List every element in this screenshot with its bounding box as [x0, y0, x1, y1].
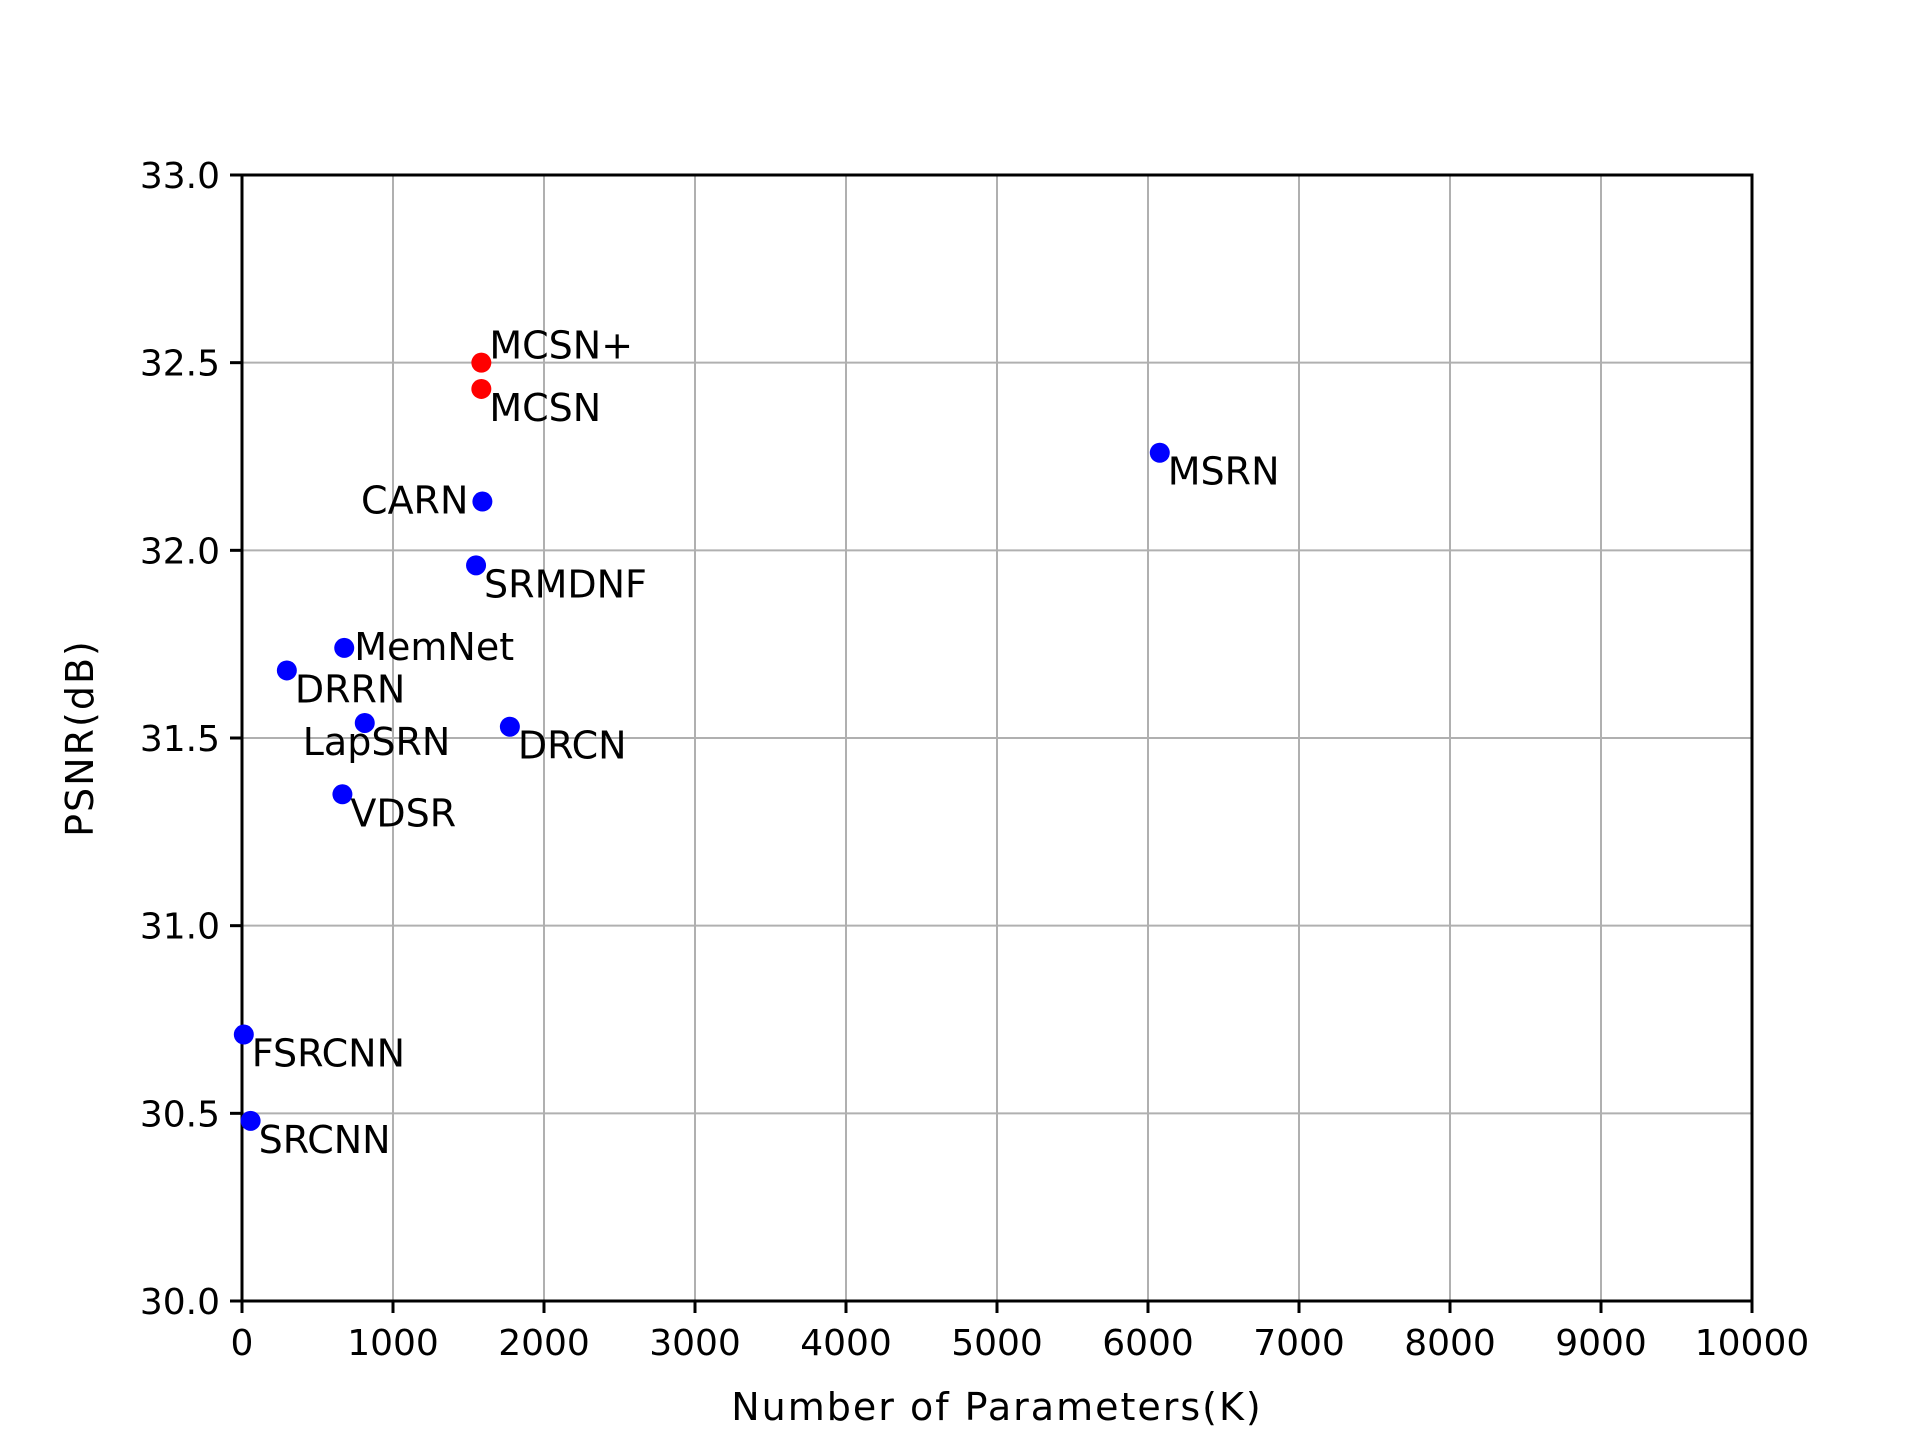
data-point — [240, 1110, 261, 1131]
data-point — [233, 1024, 254, 1045]
x-tick-label: 7000 — [1253, 1323, 1345, 1364]
data-point-label: MCSN+ — [489, 324, 633, 368]
y-tick-label: 31.5 — [140, 719, 220, 760]
data-point — [334, 637, 355, 658]
x-tick-label: 10000 — [1695, 1323, 1810, 1364]
x-axis-title: Number of Parameters(K) — [731, 1385, 1263, 1429]
y-tick-label: 32.0 — [140, 531, 220, 572]
y-tick-label: 30.0 — [140, 1282, 220, 1323]
data-point-label: MemNet — [354, 625, 514, 669]
data-point — [276, 660, 297, 681]
tick-layer: 0 1000 2000 3000 4000 5000 6000 7000 8000 9000 100… — [140, 156, 1809, 1364]
data-point — [471, 352, 492, 373]
data-point-label: SRCNN — [259, 1118, 391, 1162]
x-tick-label: 4000 — [800, 1323, 892, 1364]
data-point — [354, 712, 375, 733]
y-tick-label: 30.5 — [140, 1094, 220, 1135]
x-tick-label: 5000 — [951, 1323, 1043, 1364]
y-axis-title: PSNR(dB) — [58, 639, 102, 837]
data-point-label: CARN — [361, 479, 468, 523]
y-tick-label: 31.0 — [140, 907, 220, 948]
data-point-label: DRRN — [295, 667, 406, 711]
grid-layer — [241, 174, 1753, 1302]
x-tick-label: 0 — [231, 1323, 254, 1364]
y-tick-label: 32.5 — [140, 344, 220, 385]
data-point-label: DRCN — [518, 724, 627, 768]
x-tick-label: 2000 — [498, 1323, 590, 1364]
x-tick-label: 8000 — [1404, 1323, 1496, 1364]
x-tick-label: 6000 — [1102, 1323, 1194, 1364]
data-point-label: MSRN — [1168, 450, 1280, 494]
data-point — [499, 716, 520, 737]
x-tick-label: 1000 — [347, 1323, 439, 1364]
y-tick-label: 33.0 — [140, 156, 220, 197]
data-point-label: SRMDNF — [484, 562, 647, 606]
data-point-label: MCSN — [489, 386, 601, 430]
data-point-label: VDSR — [350, 791, 456, 835]
data-point — [1149, 442, 1170, 463]
data-point-label: FSRCNN — [252, 1032, 405, 1076]
data-point — [332, 784, 353, 805]
plot-frame — [240, 173, 1754, 1303]
data-point — [471, 378, 492, 399]
data-point — [472, 491, 493, 512]
data-point — [466, 555, 487, 576]
x-tick-label: 3000 — [649, 1323, 741, 1364]
data-point-label: LapSRN — [303, 720, 451, 764]
x-tick-label: 9000 — [1555, 1323, 1647, 1364]
